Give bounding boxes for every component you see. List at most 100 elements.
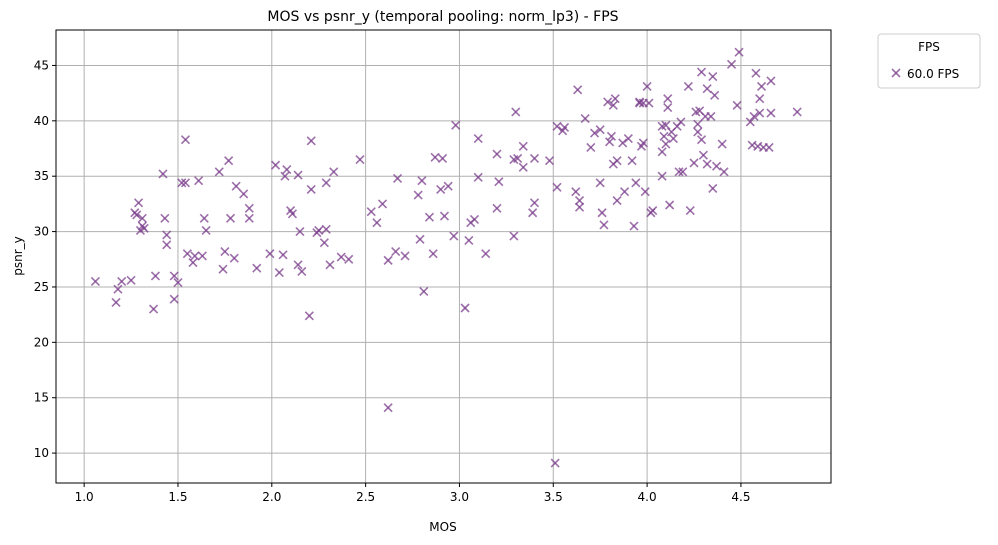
data-point: [711, 161, 722, 171]
data-point: [702, 84, 712, 94]
data-point: [606, 131, 617, 141]
legend-box: [877, 33, 981, 89]
data-point: [644, 98, 654, 108]
data-point: [574, 202, 585, 212]
data-point: [573, 85, 583, 95]
data-point: [439, 211, 450, 221]
data-point: [689, 158, 699, 168]
data-point: [270, 160, 281, 170]
data-point: [623, 133, 633, 144]
data-point: [214, 167, 224, 177]
data-point: [137, 213, 147, 223]
data-point: [481, 249, 491, 259]
chart-title: MOS vs psnr_y (temporal pooling: norm_lp…: [267, 9, 618, 25]
data-point: [635, 98, 645, 108]
data-point: [229, 253, 239, 263]
data-point: [201, 225, 211, 236]
data-point: [708, 71, 718, 82]
data-point: [162, 230, 172, 240]
data-point: [745, 117, 755, 127]
data-point: [419, 286, 429, 296]
scatter-points: [90, 47, 802, 468]
data-point: [529, 153, 540, 164]
data-point: [111, 297, 121, 308]
data-point: [755, 108, 765, 118]
data-point: [529, 198, 540, 208]
data-point: [638, 138, 648, 148]
data-point: [319, 238, 329, 248]
data-point: [513, 153, 523, 164]
data-point: [177, 178, 187, 188]
data-point: [344, 254, 354, 264]
data-point: [265, 249, 275, 259]
data-point: [436, 184, 446, 195]
x-tick-label: 3.5: [544, 490, 563, 504]
data-point: [708, 183, 718, 193]
data-point: [749, 111, 759, 121]
data-point: [544, 156, 555, 166]
data-point: [149, 304, 159, 314]
y-axis: 10 15 20 25 30 35 40 45: [34, 58, 56, 460]
data-point: [428, 249, 438, 259]
data-point: [304, 311, 314, 321]
data-point: [698, 150, 708, 160]
data-point: [706, 111, 716, 121]
data-point: [597, 208, 607, 218]
data-point: [719, 167, 729, 177]
data-point: [139, 223, 149, 233]
data-point: [321, 224, 331, 234]
data-point: [383, 255, 393, 265]
data-point: [113, 284, 123, 294]
data-point: [126, 275, 136, 285]
data-point: [663, 94, 673, 104]
plot-frame: [55, 29, 832, 484]
x-tick-label: 1.0: [75, 490, 94, 504]
data-point: [657, 147, 667, 157]
data-point: [160, 213, 170, 223]
data-point: [755, 94, 765, 104]
data-point: [413, 190, 423, 200]
data-point: [693, 127, 703, 137]
data-point: [415, 234, 425, 244]
data-point: [550, 458, 560, 468]
data-point: [676, 117, 686, 127]
data-point: [605, 137, 615, 147]
data-point: [595, 178, 605, 188]
data-point: [668, 133, 678, 144]
data-point: [629, 221, 639, 231]
data-point: [734, 47, 744, 57]
data-point: [180, 178, 191, 188]
data-point: [618, 138, 628, 148]
data-point: [792, 107, 802, 117]
data-point: [295, 227, 305, 237]
data-point: [321, 178, 331, 188]
data-point: [197, 251, 207, 261]
data-point: [188, 258, 198, 268]
data-point: [726, 59, 737, 69]
data-point: [134, 198, 144, 208]
data-point: [158, 169, 168, 179]
data-point: [511, 107, 521, 117]
data-point: [494, 177, 504, 187]
data-point: [437, 153, 448, 164]
data-point: [424, 212, 434, 222]
x-tick-label: 4.5: [731, 490, 750, 504]
x-tick-label: 2.0: [262, 490, 281, 504]
data-point: [325, 260, 335, 270]
x-tick-label: 4.0: [638, 490, 657, 504]
data-point: [717, 139, 727, 149]
data-point: [282, 164, 292, 175]
data-point: [90, 276, 100, 286]
data-point: [173, 277, 183, 288]
data-point: [603, 97, 613, 107]
data-point: [244, 213, 254, 223]
data-point: [683, 81, 693, 92]
data-point: [392, 173, 403, 183]
data-point: [764, 142, 774, 152]
data-point: [220, 246, 230, 257]
data-point: [586, 142, 596, 152]
data-point: [366, 207, 376, 217]
data-point: [648, 205, 658, 216]
